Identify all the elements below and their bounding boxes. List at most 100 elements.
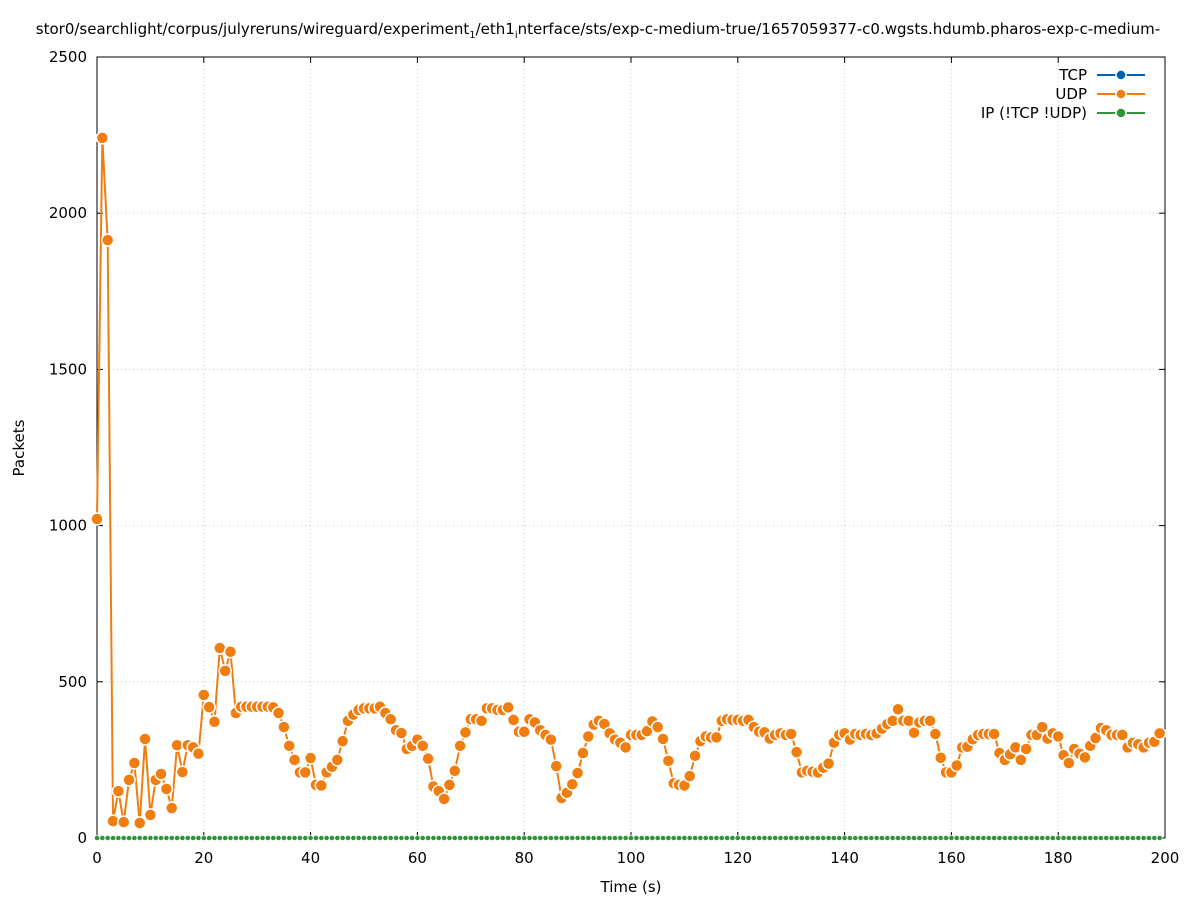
legend-swatch-dot [1115,88,1127,100]
data-point [996,835,1003,841]
data-point [585,835,592,841]
data-point [638,835,645,841]
data-point [1108,835,1115,841]
data-point [740,835,746,841]
data-point [1055,835,1061,841]
data-point [425,835,431,841]
data-point [933,750,948,765]
data-point [1060,835,1067,841]
data-point [382,835,389,841]
data-point [1082,835,1088,841]
data-point [457,835,463,841]
data-point [847,835,853,841]
x-tick-label: 20 [194,849,213,867]
data-point [1018,835,1024,841]
data-point [302,835,309,841]
series-line [96,137,1161,824]
data-point [127,756,142,770]
data-point [777,835,784,841]
data-point [907,725,921,740]
data-point [126,835,132,841]
title-part: /eth1 [476,20,515,38]
data-point [104,835,111,841]
data-point [724,835,730,841]
plot-border [96,56,1166,839]
x-tick-label: 180 [1044,849,1073,867]
data-point [414,835,421,841]
data-point [377,835,383,841]
data-point [542,835,549,841]
data-point [1156,835,1163,841]
data-point [661,754,676,768]
data-point [905,835,912,841]
data-point [505,835,511,841]
data-point [821,756,836,771]
data-point [644,835,650,841]
data-point [1146,835,1152,841]
data-point [516,835,522,841]
data-point [110,835,116,841]
data-point [334,835,341,841]
data-point [403,835,410,841]
data-point [526,835,533,841]
data-point [606,835,613,841]
data-point [458,725,473,740]
data-point [500,835,506,841]
data-point [387,835,394,841]
data-point [132,816,147,830]
data-point [857,835,864,841]
data-point [298,765,313,780]
data-point [474,714,489,728]
x-tick-label: 60 [408,849,427,867]
data-point [254,835,260,841]
data-point [152,835,159,841]
data-point [1092,835,1099,841]
title-part: stor0/searchlight/corpus/julyreruns/wire… [36,20,470,38]
data-point [159,782,174,796]
data-point [131,835,138,841]
data-point [143,808,158,822]
data-point [570,766,585,780]
data-point [175,765,190,779]
legend-label: IP (!TCP !UDP) [981,104,1087,122]
data-point [1062,756,1076,770]
data-point [339,835,346,841]
data-point [937,835,944,841]
data-point [873,835,880,841]
data-point [1140,835,1147,841]
data-point [590,835,597,841]
data-point [617,835,624,841]
data-point [158,835,164,841]
data-point [473,835,479,841]
data-point [281,835,287,841]
data-point [1115,728,1130,742]
data-point [656,732,670,746]
data-point [697,835,704,841]
data-point [415,739,430,753]
data-point [270,835,276,841]
data-point [227,835,234,841]
data-point [1023,835,1029,841]
legend-label: TCP [1058,66,1087,84]
data-point [163,835,170,841]
data-point [421,751,435,766]
data-point [1119,835,1126,841]
data-point [537,835,543,841]
title-part: nterface/sts/exp-c-medium-true/165705937… [518,20,1161,38]
data-point [1130,835,1136,841]
title-subscript: i [515,30,518,41]
data-point [601,835,608,841]
chart-title: stor0/searchlight/corpus/julyreruns/wire… [36,20,1160,41]
data-point [442,778,457,792]
data-point [94,835,100,841]
data-point [1050,835,1056,841]
data-point [789,745,804,759]
data-point [884,835,891,841]
data-point [809,835,816,841]
data-point [120,835,127,841]
data-point [927,835,933,841]
data-point [686,835,693,841]
data-point [409,835,415,841]
data-point [335,734,350,748]
